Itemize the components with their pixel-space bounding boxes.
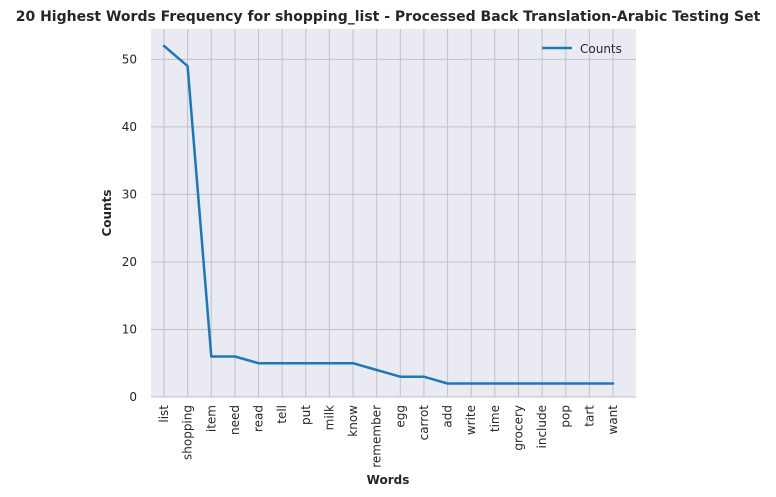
x-tick-label: carrot — [417, 405, 431, 441]
y-tick-label: 30 — [122, 187, 137, 201]
x-tick-label: read — [252, 405, 266, 432]
y-tick-label: 10 — [122, 322, 137, 336]
x-tick-label: pop — [559, 405, 573, 428]
x-tick-label: tell — [275, 405, 289, 424]
chart-title: 20 Highest Words Frequency for shopping_… — [16, 9, 761, 25]
x-tick-label: egg — [393, 405, 407, 428]
x-tick-label: tart — [582, 405, 596, 427]
x-tick-label: want — [606, 405, 620, 435]
x-tick-label: need — [228, 405, 242, 435]
y-tick-label: 20 — [122, 255, 137, 269]
x-tick-label: grocery — [511, 405, 525, 451]
y-tick-label: 0 — [129, 390, 137, 404]
plot-area — [151, 29, 636, 397]
y-axis-label: Counts — [100, 189, 114, 236]
x-tick-label: remember — [370, 405, 384, 468]
series-lines — [162, 44, 615, 385]
series-line — [162, 44, 615, 385]
x-tick-label: shopping — [181, 405, 195, 460]
x-tick-label: item — [204, 405, 218, 432]
y-tick-label: 40 — [122, 120, 137, 134]
x-tick-label: list — [157, 405, 171, 423]
gridlines — [151, 29, 636, 398]
x-tick-label: milk — [322, 405, 336, 430]
x-axis-ticks: list shopping item need read tell put milk know r… — [157, 405, 620, 468]
x-tick-label: write — [464, 405, 478, 435]
x-tick-label: include — [535, 405, 549, 448]
x-tick-label: time — [488, 405, 502, 432]
y-axis-ticks: 0 10 20 30 40 50 — [122, 52, 137, 404]
y-tick-label: 50 — [122, 52, 137, 66]
x-tick-label: put — [299, 405, 313, 425]
legend-label: Counts — [580, 42, 622, 56]
x-tick-label: add — [441, 405, 455, 428]
x-axis-label: Words — [367, 473, 410, 487]
x-tick-label: know — [346, 405, 360, 437]
legend: Counts — [542, 42, 622, 56]
